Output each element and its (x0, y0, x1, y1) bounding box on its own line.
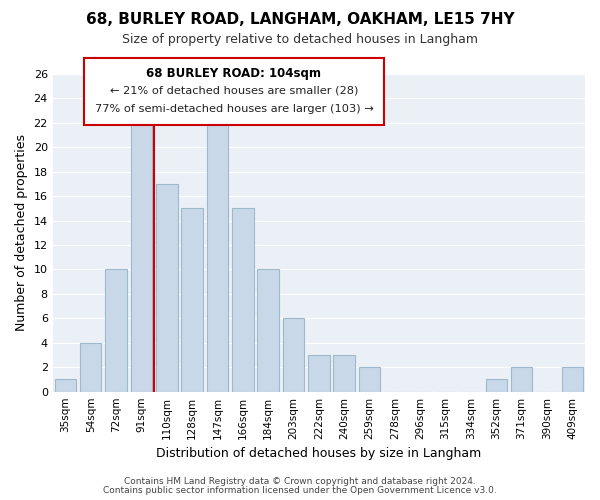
Text: 77% of semi-detached houses are larger (103) →: 77% of semi-detached houses are larger (… (95, 104, 373, 115)
Text: Contains HM Land Registry data © Crown copyright and database right 2024.: Contains HM Land Registry data © Crown c… (124, 477, 476, 486)
Bar (257, 270, 279, 392)
Bar (156, 184, 178, 392)
Text: Size of property relative to detached houses in Langham: Size of property relative to detached ho… (122, 32, 478, 46)
Bar (562, 367, 583, 392)
Bar (485, 380, 507, 392)
Bar (105, 270, 127, 392)
Text: 68 BURLEY ROAD: 104sqm: 68 BURLEY ROAD: 104sqm (146, 66, 322, 80)
Bar (80, 343, 101, 392)
Bar (206, 123, 228, 392)
Bar (232, 208, 254, 392)
Text: ← 21% of detached houses are smaller (28): ← 21% of detached houses are smaller (28… (110, 86, 358, 96)
Bar (308, 355, 329, 392)
Text: 68, BURLEY ROAD, LANGHAM, OAKHAM, LE15 7HY: 68, BURLEY ROAD, LANGHAM, OAKHAM, LE15 7… (86, 12, 514, 28)
Bar (181, 208, 203, 392)
X-axis label: Distribution of detached houses by size in Langham: Distribution of detached houses by size … (156, 447, 481, 460)
Text: Contains public sector information licensed under the Open Government Licence v3: Contains public sector information licen… (103, 486, 497, 495)
Bar (131, 123, 152, 392)
Bar (511, 367, 532, 392)
Bar (334, 355, 355, 392)
Bar (283, 318, 304, 392)
Y-axis label: Number of detached properties: Number of detached properties (15, 134, 28, 332)
Bar (55, 380, 76, 392)
Bar (359, 367, 380, 392)
